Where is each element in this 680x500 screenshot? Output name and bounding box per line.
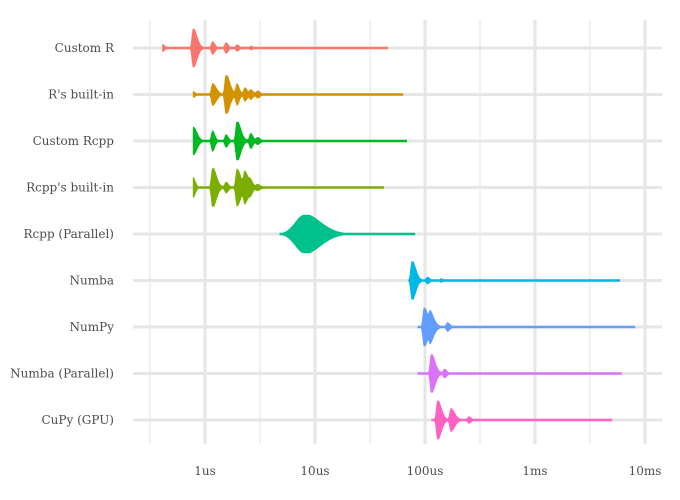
violin-numpy [417, 307, 636, 347]
y-category-label: Numba (Parallel) [10, 367, 114, 381]
violin-custom-rcpp [192, 121, 407, 161]
y-category-label: NumPy [70, 320, 115, 334]
y-category-label: Custom Rcpp [33, 134, 115, 148]
x-tick-label: 1ms [522, 464, 547, 478]
violins [162, 28, 636, 440]
y-category-label: Rcpp (Parallel) [24, 227, 115, 241]
x-tick-label: 100us [407, 464, 444, 478]
violin-custom-r [162, 28, 389, 68]
x-axis-labels: 1us 10us 100us 1ms 10ms [194, 464, 661, 478]
violin-rcpp-parallel- [279, 214, 416, 254]
violin-numba [408, 261, 621, 300]
y-category-label: R's built-in [48, 88, 114, 102]
violin-r-s-built-in [192, 75, 404, 114]
y-axis-labels: Custom R R's built-in Custom Rcpp Rcpp's bu… [10, 41, 115, 427]
x-tick-label: 10ms [629, 464, 662, 478]
violin-cupy-gpu- [431, 400, 613, 440]
y-category-label: CuPy (GPU) [41, 413, 114, 427]
y-category-label: Rcpp's built-in [26, 181, 114, 195]
x-tick-label: 10us [300, 464, 329, 478]
y-category-label: Custom R [55, 41, 115, 55]
y-category-label: Numba [70, 274, 114, 288]
violin-rcpp-s-built-in [192, 168, 384, 207]
violin-numba-parallel- [417, 354, 622, 393]
x-tick-label: 1us [194, 464, 216, 478]
